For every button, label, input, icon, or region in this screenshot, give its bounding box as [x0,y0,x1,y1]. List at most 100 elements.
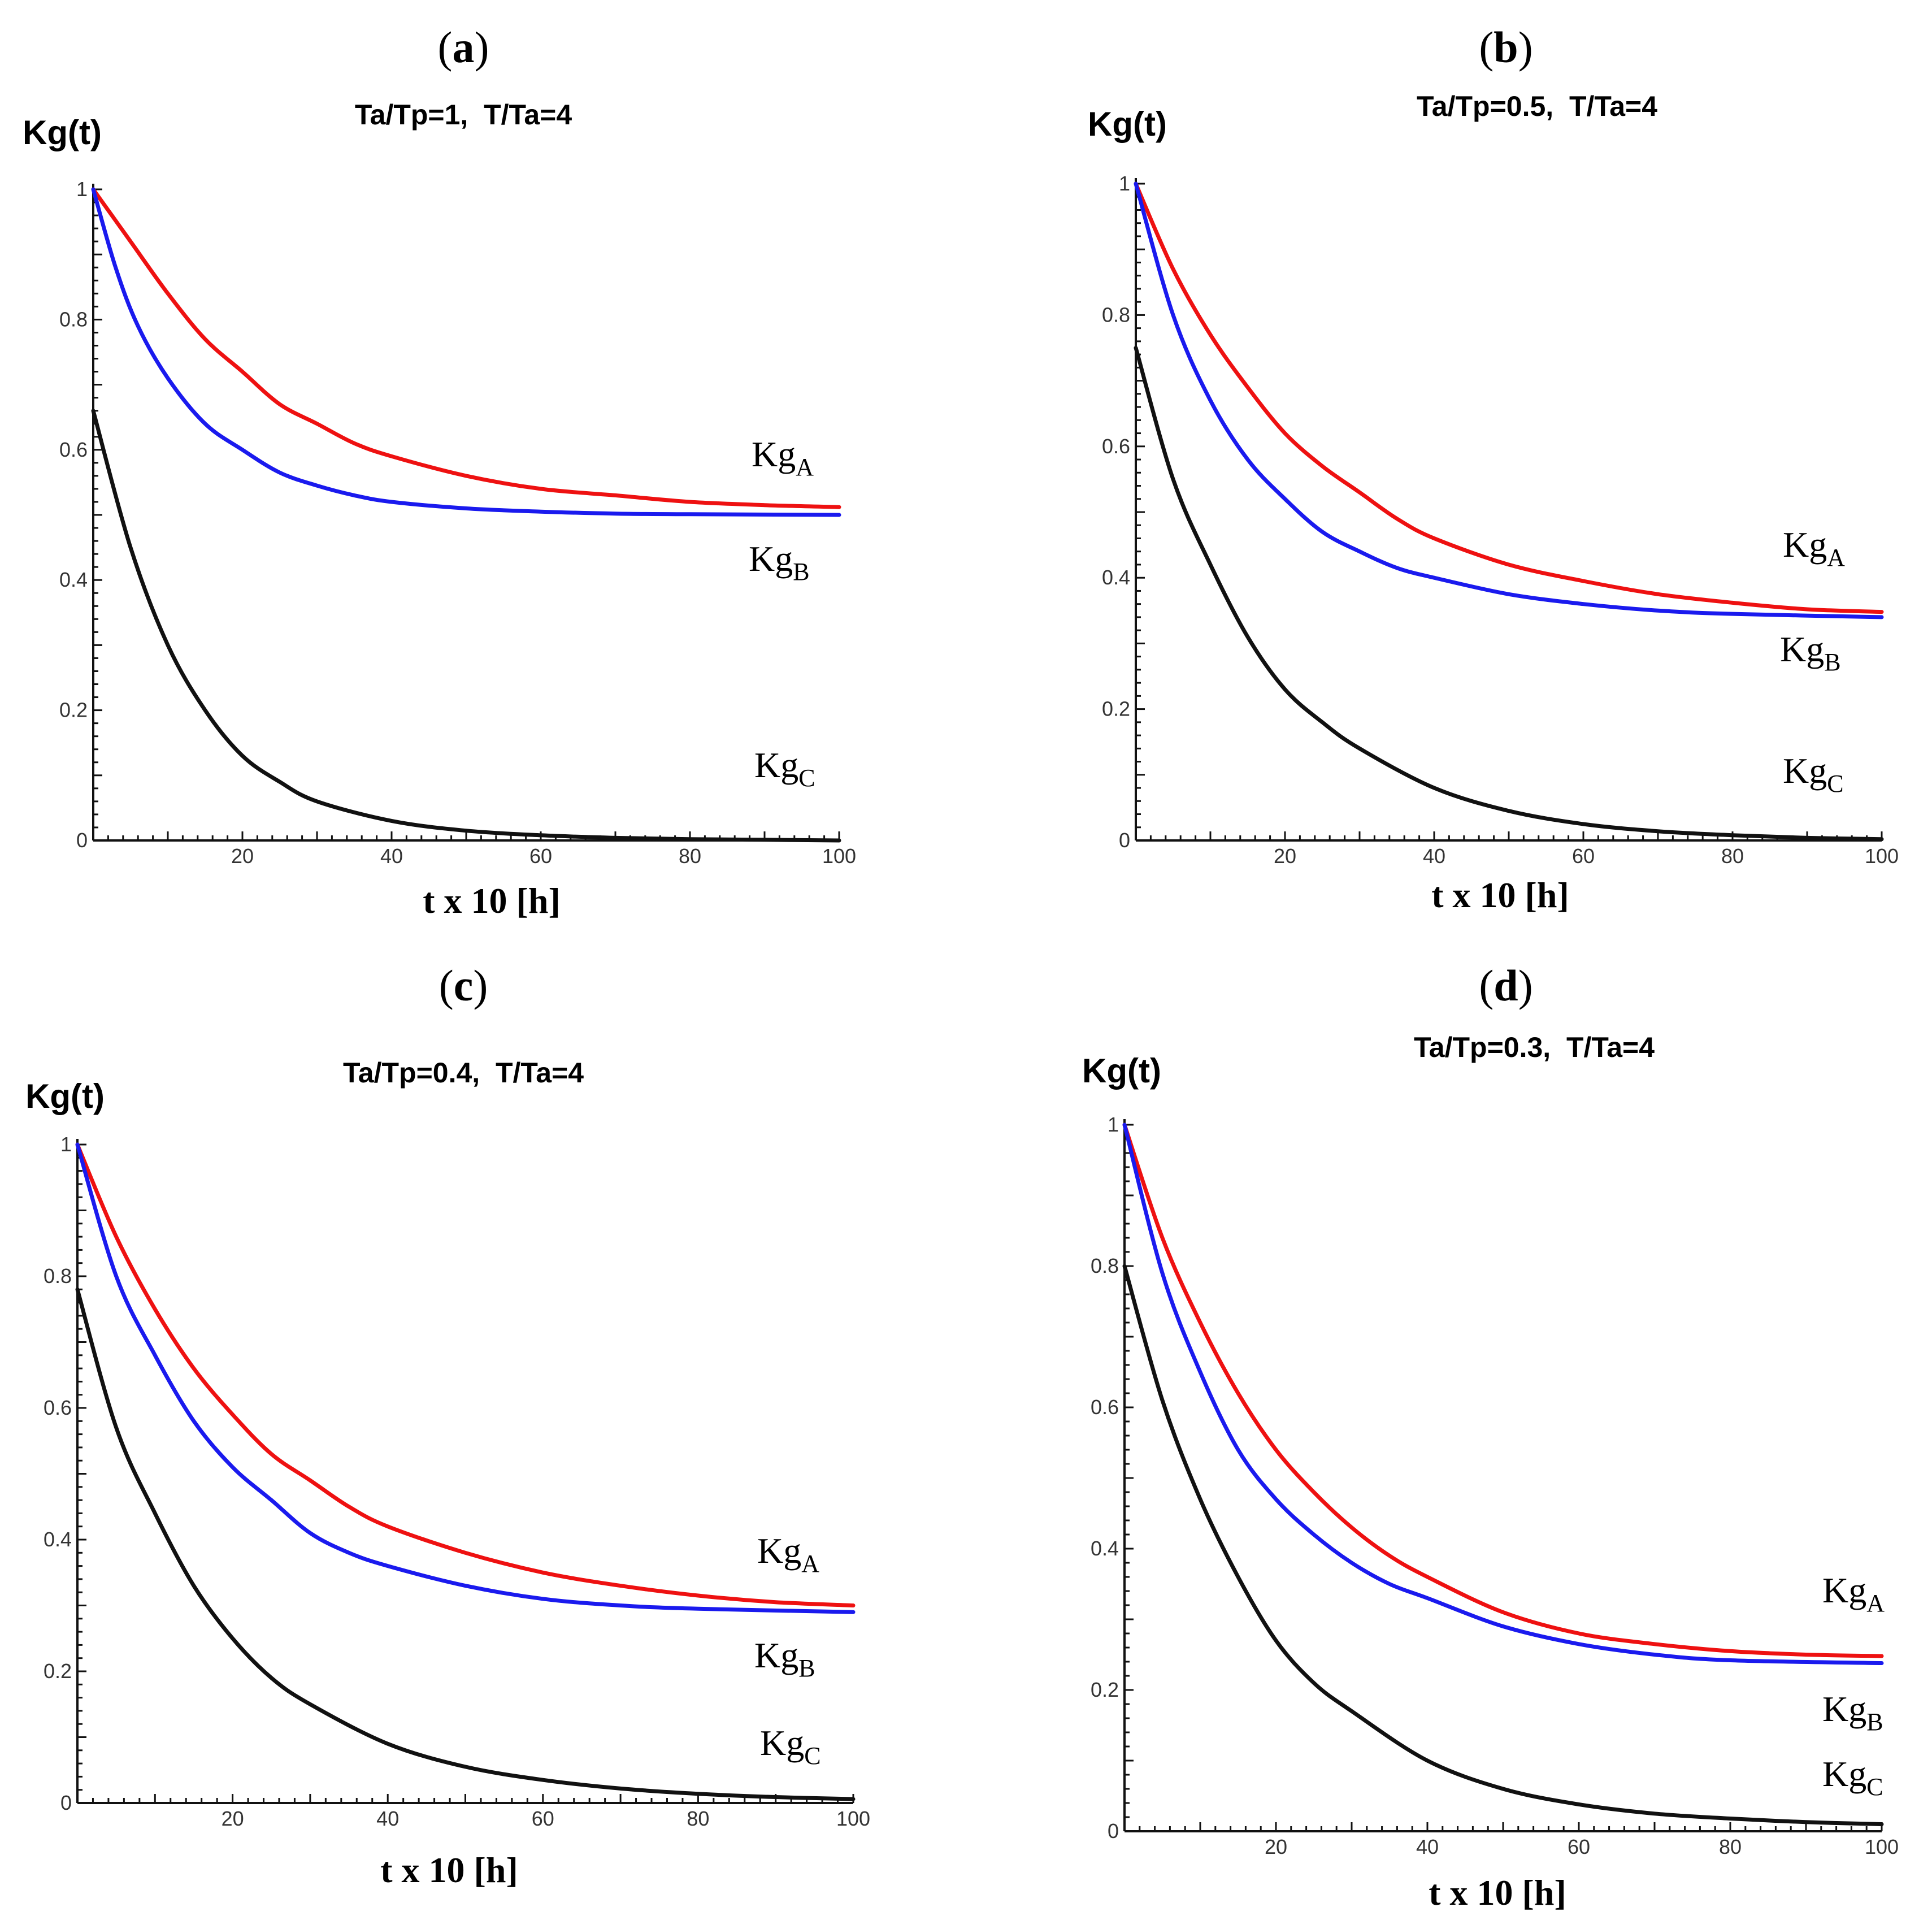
x-tick-label: 60 [532,1807,554,1830]
legend-name: Kg [1822,1689,1866,1729]
x-tick-label: 60 [1568,1835,1590,1858]
x-tick-label: 40 [376,1807,399,1830]
chart-panel-a: (a) Ta/Tp=1, T/Ta=4 Kg(t) t x 10 [h] 20 40 60 8… [23,23,856,921]
legend-name: Kg [1780,629,1824,669]
y-axis-label: Kg(t) [1088,105,1167,143]
y-tick-label: 0 [76,829,88,852]
chart-panel-c: (c) Ta/Tp=0.4, T/Ta=4 Kg(t) t x 10 [h] 20 40 6… [25,961,870,1890]
x-axis-label: t x 10 [h] [1431,875,1569,915]
legend-subscript: C [1866,1773,1883,1801]
x-tick-label: 80 [679,844,701,868]
legend-subscript: B [793,558,809,586]
y-tick-label: 0.4 [59,568,88,591]
legend-name: Kg [749,539,793,579]
legend-label-kg-a: KgA [757,1531,819,1577]
legend-name: Kg [760,1723,804,1763]
y-tick-label: 0.8 [1102,303,1130,326]
y-tick-label: 1 [60,1133,72,1156]
legend-subscript: A [796,453,814,481]
legend-subscript: C [1827,770,1843,798]
legend-name: Kg [754,745,798,785]
panel-label: (b) [1479,23,1532,72]
series-line-kg-a [75,1142,856,1607]
x-axis-label: t x 10 [h] [423,881,561,921]
panel-letter: a [453,23,475,72]
chart-panel-d: (d) Ta/Tp=0.3, T/Ta=4 Kg(t) t x 10 [h] 20 40 6… [1082,961,1899,1913]
y-tick-label: 0.4 [1102,566,1130,589]
x-tick-label: 20 [1265,1835,1287,1858]
y-tick-label: 0.6 [44,1396,72,1419]
y-tick-label: 0.6 [1102,435,1130,458]
legend-label-kg-c: KgC [754,745,815,792]
legend-label-kg-a: KgA [752,434,814,481]
panel-label: (d) [1479,961,1532,1010]
legend-subscript: A [801,1550,819,1577]
y-tick-label: 0.6 [59,438,88,461]
legend-subscript: C [804,1742,820,1770]
y-tick-label: 0 [1108,1819,1119,1843]
y-axis-label: Kg(t) [23,114,102,151]
y-tick-label: 0 [1119,829,1130,852]
x-tick-label: 80 [1721,844,1744,868]
legend-name: Kg [1822,1570,1866,1610]
panel-letter: b [1493,23,1518,72]
x-tick-label: 40 [380,844,403,868]
chart-title: Ta/Tp=0.5, T/Ta=4 [1417,90,1657,122]
panel-label: (c) [439,961,488,1010]
series-line-kg-a [1134,181,1884,614]
panel-letter: d [1493,961,1518,1010]
x-tick-label: 60 [1572,844,1595,868]
chart-title: Ta/Tp=0.4, T/Ta=4 [343,1057,584,1089]
panel-letter: c [454,961,474,1010]
x-tick-label: 20 [222,1807,244,1830]
x-tick-label: 100 [836,1807,870,1830]
y-tick-label: 0.2 [1102,697,1130,721]
legend-label-kg-b: KgB [1780,629,1841,676]
legend-subscript: A [1866,1589,1885,1617]
legend-name: Kg [752,434,796,474]
chart-panel-b: (b) Ta/Tp=0.5, T/Ta=4 Kg(t) t x 10 [h] 20 40 6… [1088,23,1899,915]
chart-title: Ta/Tp=0.3, T/Ta=4 [1414,1031,1655,1063]
legend-subscript: B [798,1654,815,1682]
series-line-kg-c [91,409,841,843]
x-axis-label: t x 10 [h] [380,1850,518,1890]
y-tick-label: 0.4 [44,1528,72,1551]
legend-label-kg-a: KgA [1783,525,1845,571]
legend-label-kg-a: KgA [1822,1570,1885,1617]
x-tick-label: 20 [1274,844,1296,868]
legend-name: Kg [754,1635,798,1675]
chart-title: Ta/Tp=1, T/Ta=4 [355,99,572,131]
legend-label-kg-c: KgC [1783,751,1844,798]
series-line-kg-b [1122,1122,1884,1665]
series-line-kg-c [1122,1264,1884,1826]
legend-subscript: B [1824,648,1840,676]
y-tick-label: 0.2 [44,1659,72,1683]
legend-label-kg-b: KgB [754,1635,815,1682]
legend-name: Kg [757,1531,801,1571]
legend-name: Kg [1783,751,1827,791]
series-line-kg-b [75,1142,856,1614]
x-tick-label: 20 [231,844,254,868]
legend-subscript: B [1866,1708,1883,1736]
legend-subscript: A [1827,544,1845,571]
x-tick-label: 80 [1719,1835,1742,1858]
y-tick-label: 0.2 [1091,1678,1119,1701]
y-tick-label: 1 [1119,172,1130,195]
series-line-kg-c [75,1287,856,1801]
series-line-kg-c [1134,346,1884,842]
y-axis-label: Kg(t) [25,1077,105,1115]
y-tick-label: 0.4 [1091,1537,1119,1560]
panel-label: (a) [438,23,489,72]
y-tick-label: 0 [60,1791,72,1814]
y-axis-label: Kg(t) [1082,1052,1161,1090]
x-tick-label: 100 [822,844,856,868]
legend-subscript: C [798,764,815,792]
legend-label-kg-c: KgC [760,1723,821,1770]
legend-label-kg-b: KgB [749,539,810,586]
x-tick-label: 80 [687,1807,709,1830]
x-tick-label: 60 [529,844,552,868]
legend-label-kg-b: KgB [1822,1689,1883,1736]
legend-name: Kg [1783,525,1827,565]
series-line-kg-b [91,187,841,517]
